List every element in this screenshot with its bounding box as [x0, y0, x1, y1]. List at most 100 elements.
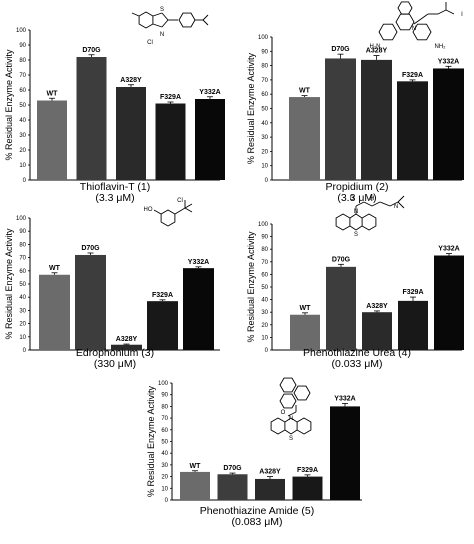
- atom-label: NH₂: [435, 44, 447, 50]
- y-tick-label: 0: [165, 498, 169, 504]
- y-tick-label: 100: [258, 35, 269, 41]
- bar-label: F329A: [160, 94, 181, 101]
- atom-label: S: [160, 7, 164, 13]
- y-tick-label: 40: [261, 298, 268, 304]
- y-tick-label: 90: [161, 393, 168, 399]
- y-tick-label: 80: [261, 247, 268, 253]
- y-tick-label: 50: [19, 103, 26, 109]
- y-tick-label: 20: [261, 149, 268, 155]
- atom-label: S: [354, 232, 358, 238]
- y-tick-label: 70: [261, 78, 268, 84]
- chart-panel-4: 0 10 20 30 40 50 60 70 80 90 100% Residual Enzyme …: [246, 222, 464, 370]
- atom-label: O: [281, 410, 286, 416]
- bar-a328y: [255, 478, 285, 500]
- atom-label: N: [354, 209, 358, 215]
- y-tick-label: 90: [19, 229, 26, 235]
- bond: [355, 225, 363, 231]
- chart-caption: Edrophonium (3): [76, 347, 154, 359]
- bond: [287, 411, 297, 417]
- bar-label: Y332A: [188, 259, 209, 266]
- bond: [437, 9, 447, 15]
- ring: [178, 12, 196, 28]
- bar-d70g: [325, 58, 356, 181]
- y-tick-label: 0: [265, 348, 269, 354]
- y-tick-label: 90: [261, 235, 268, 241]
- atom-label: O: [350, 196, 355, 202]
- y-tick-label: 30: [261, 310, 268, 316]
- bar-d70g: [326, 266, 356, 350]
- bond: [131, 12, 140, 17]
- bond: [174, 207, 186, 215]
- y-tick-label: 50: [161, 440, 168, 446]
- bar-label: A328Y: [116, 336, 138, 343]
- atom-label: N: [394, 204, 398, 210]
- y-tick-label: 10: [19, 163, 26, 169]
- bar-label: A328Y: [120, 77, 142, 84]
- bar-d70g: [217, 474, 248, 500]
- y-tick-label: 30: [19, 133, 26, 139]
- atom-label: HO: [144, 207, 153, 213]
- bond: [153, 209, 162, 215]
- bar-y332a: [183, 268, 214, 350]
- bar-label: D70G: [223, 465, 242, 472]
- y-tick-label: 40: [19, 295, 26, 301]
- y-tick-label: 100: [158, 381, 169, 387]
- bond: [152, 12, 163, 17]
- y-tick-label: 100: [16, 216, 27, 222]
- bond: [379, 201, 391, 207]
- y-tick-label: 20: [161, 475, 168, 481]
- chart-panel-2: 0 10 20 30 40 50 60 70 80 90 100 % Residual Enzyme …: [246, 35, 464, 204]
- bond: [202, 19, 209, 26]
- bond: [355, 213, 363, 219]
- bar-label: WT: [49, 265, 61, 272]
- y-tick-label: 20: [261, 323, 268, 329]
- bond: [389, 201, 399, 207]
- y-tick-label: 100: [16, 28, 27, 34]
- ring: [395, 13, 415, 31]
- ring: [270, 417, 286, 435]
- bar-wt: [290, 314, 320, 350]
- bond: [152, 23, 163, 28]
- chart-concentration: (0.083 μM): [232, 516, 283, 528]
- bar-label: Y332A: [438, 58, 459, 65]
- ring: [293, 385, 311, 401]
- bar-label: F329A: [152, 292, 173, 299]
- y-axis-title: % Residual Enzyme Activity: [4, 228, 14, 340]
- bar-label: WT: [299, 88, 311, 95]
- bond: [445, 9, 455, 15]
- bond: [290, 417, 298, 423]
- y-axis-title: % Residual Enzyme Activity: [146, 385, 156, 497]
- y-tick-label: 40: [261, 121, 268, 127]
- bar-label: D70G: [81, 245, 100, 252]
- bar-a328y: [361, 59, 392, 180]
- bar-label: Y332A: [199, 89, 220, 96]
- y-tick-label: 60: [261, 272, 268, 278]
- atom-label: Cl: [177, 198, 183, 204]
- chart-caption: Thioflavin-T (1): [80, 181, 150, 193]
- bond: [184, 203, 193, 209]
- bond: [184, 207, 193, 213]
- atom-label: N: [412, 26, 416, 32]
- bar-label: F329A: [402, 289, 423, 296]
- bar-a328y: [362, 312, 392, 350]
- bond: [349, 225, 357, 231]
- bond: [363, 201, 373, 207]
- y-tick-label: 40: [161, 451, 168, 457]
- y-tick-label: 50: [261, 285, 268, 291]
- chart-concentration: (0.033 μM): [332, 358, 383, 370]
- bond: [397, 201, 405, 209]
- bar-f329a: [147, 301, 178, 350]
- y-tick-label: 90: [261, 49, 268, 55]
- y-tick-label: 60: [161, 428, 168, 434]
- bar-y332a: [433, 68, 464, 180]
- bond: [161, 12, 169, 21]
- ring: [279, 377, 297, 393]
- ring: [335, 213, 351, 231]
- y-tick-label: 10: [19, 335, 26, 341]
- bar-a328y: [111, 344, 142, 350]
- chart-panel-5: 0 10 20 30 40 50 60 70 80 90 100% Residual Enzyme …: [146, 381, 362, 528]
- ring: [160, 209, 176, 227]
- y-tick-label: 80: [261, 64, 268, 70]
- bar-label: A328Y: [366, 303, 388, 310]
